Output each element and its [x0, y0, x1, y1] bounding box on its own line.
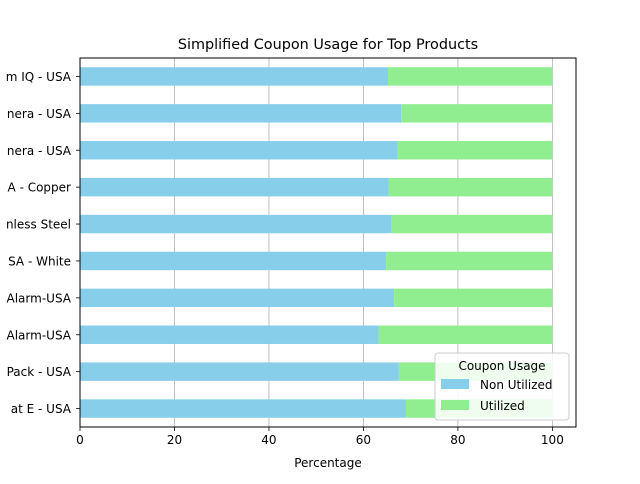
legend-entry-label: Non Utilized — [480, 378, 553, 392]
legend-title: Coupon Usage — [458, 359, 545, 373]
bar-utilized — [386, 251, 553, 271]
bar-non-utilized — [80, 399, 406, 418]
x-tick-label: 60 — [356, 433, 371, 447]
legend: Coupon Usage Non Utilized Utilized — [434, 352, 570, 421]
bar-non-utilized — [80, 141, 398, 160]
bar-non-utilized — [80, 325, 379, 344]
y-tick-label: Pack - USA — [7, 365, 72, 379]
bar-utilized — [391, 214, 553, 234]
y-tick-label: nera - USA — [7, 107, 72, 121]
y-tick-label: Alarm-USA — [7, 328, 72, 342]
bar-utilized — [378, 325, 553, 344]
x-axis-ticks: 0 20 40 60 80 100 — [76, 427, 564, 447]
y-axis-ticks: m IQ - USA nera - USA nera - USA A - Copper… — [6, 70, 80, 416]
legend-swatch — [441, 379, 469, 389]
bar-non-utilized — [80, 251, 387, 271]
y-tick-label: nless Steel — [6, 218, 71, 232]
y-tick-label: Alarm-USA — [7, 291, 72, 305]
bar-non-utilized — [80, 362, 399, 381]
bar-non-utilized — [80, 67, 388, 86]
bar-non-utilized — [80, 177, 389, 197]
x-tick-label: 0 — [76, 433, 84, 447]
chart-title: Simplified Coupon Usage for Top Products — [178, 37, 478, 53]
x-tick-label: 40 — [261, 433, 276, 447]
bar-utilized — [388, 177, 553, 197]
legend-items: Non Utilized Utilized — [441, 378, 553, 413]
bar-non-utilized — [80, 104, 402, 123]
bar-non-utilized — [80, 288, 395, 308]
y-tick-label: at E - USA — [11, 402, 72, 416]
plot-frame — [79, 57, 577, 428]
x-tick-label: 20 — [167, 433, 182, 447]
y-tick-label: m IQ - USA — [6, 70, 72, 84]
bar-utilized — [387, 67, 553, 86]
x-tick-label: 100 — [541, 433, 564, 447]
legend-entry-label: Utilized — [480, 399, 525, 413]
bar-utilized — [401, 104, 553, 123]
x-axis-label: Percentage — [294, 456, 362, 470]
y-tick-label: A - Copper — [8, 181, 72, 195]
legend-swatch — [441, 400, 469, 410]
bar-non-utilized — [80, 214, 392, 234]
y-tick-label: nera - USA — [7, 144, 72, 158]
bar-utilized — [397, 141, 553, 160]
x-tick-label: 80 — [450, 433, 465, 447]
y-tick-label: SA - White — [8, 254, 71, 268]
bar-utilized — [394, 288, 553, 308]
